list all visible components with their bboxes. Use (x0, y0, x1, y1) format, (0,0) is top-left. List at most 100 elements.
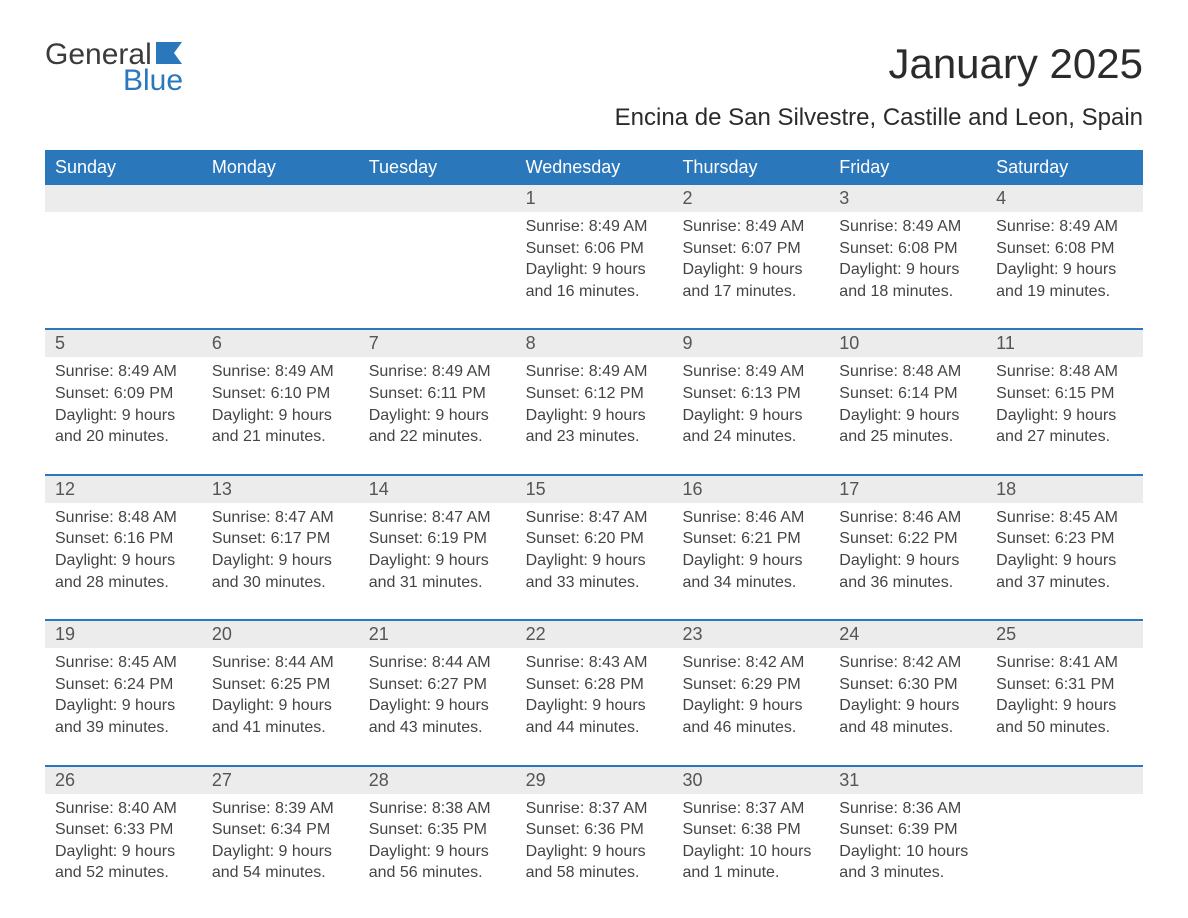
sunrise-text: Sunrise: 8:42 AM (682, 652, 819, 674)
calendar-day: 28Sunrise: 8:38 AMSunset: 6:35 PMDayligh… (359, 767, 516, 888)
day-number: 23 (672, 621, 829, 648)
sunset-text: Sunset: 6:22 PM (839, 528, 976, 550)
day-number: 18 (986, 476, 1143, 503)
sunrise-text: Sunrise: 8:44 AM (212, 652, 349, 674)
sunset-text: Sunset: 6:33 PM (55, 819, 192, 841)
weekday-wednesday: Wednesday (516, 150, 673, 185)
weekday-monday: Monday (202, 150, 359, 185)
calendar-day: 30Sunrise: 8:37 AMSunset: 6:38 PMDayligh… (672, 767, 829, 888)
day-body: Sunrise: 8:48 AMSunset: 6:16 PMDaylight:… (45, 503, 202, 593)
sunrise-text: Sunrise: 8:42 AM (839, 652, 976, 674)
day-body: Sunrise: 8:49 AMSunset: 6:08 PMDaylight:… (829, 212, 986, 302)
calendar-day (45, 185, 202, 306)
calendar-day: 13Sunrise: 8:47 AMSunset: 6:17 PMDayligh… (202, 476, 359, 597)
sunset-text: Sunset: 6:25 PM (212, 674, 349, 696)
calendar-day: 29Sunrise: 8:37 AMSunset: 6:36 PMDayligh… (516, 767, 673, 888)
day-body: Sunrise: 8:49 AMSunset: 6:10 PMDaylight:… (202, 357, 359, 447)
daylight-text: Daylight: 9 hours and 36 minutes. (839, 550, 976, 593)
calendar-day: 16Sunrise: 8:46 AMSunset: 6:21 PMDayligh… (672, 476, 829, 597)
daylight-text: Daylight: 9 hours and 46 minutes. (682, 695, 819, 738)
calendar-day: 5Sunrise: 8:49 AMSunset: 6:09 PMDaylight… (45, 330, 202, 451)
sunrise-text: Sunrise: 8:37 AM (526, 798, 663, 820)
day-number: 3 (829, 185, 986, 212)
calendar-day: 27 Sunrise: 8:39 AMSunset: 6:34 PMDayligh… (202, 767, 359, 888)
day-body: Sunrise: 8:43 AMSunset: 6:28 PMDaylight:… (516, 648, 673, 738)
logo-word2: Blue (123, 66, 190, 96)
daylight-text: Daylight: 9 hours and 34 minutes. (682, 550, 819, 593)
calendar-day: 18Sunrise: 8:45 AMSunset: 6:23 PMDayligh… (986, 476, 1143, 597)
sunset-text: Sunset: 6:23 PM (996, 528, 1133, 550)
day-number: 31 (829, 767, 986, 794)
daylight-text: Daylight: 9 hours and 28 minutes. (55, 550, 192, 593)
day-body: Sunrise: 8:49 AMSunset: 6:11 PMDaylight:… (359, 357, 516, 447)
daylight-text: Daylight: 10 hours and 1 minute. (682, 841, 819, 884)
sunset-text: Sunset: 6:07 PM (682, 238, 819, 260)
sunrise-text: Sunrise: 8:47 AM (369, 507, 506, 529)
daylight-text: Daylight: 9 hours and 31 minutes. (369, 550, 506, 593)
sunrise-text: Sunrise: 8:37 AM (682, 798, 819, 820)
sunset-text: Sunset: 6:21 PM (682, 528, 819, 550)
sunrise-text: Sunrise: 8:46 AM (839, 507, 976, 529)
sunrise-text: Sunrise: 8:47 AM (212, 507, 349, 529)
daylight-text: Daylight: 9 hours and 27 minutes. (996, 405, 1133, 448)
page-title: January 2025 (888, 40, 1143, 88)
sunrise-text: Sunrise: 8:43 AM (526, 652, 663, 674)
sunset-text: Sunset: 6:10 PM (212, 383, 349, 405)
sunset-text: Sunset: 6:39 PM (839, 819, 976, 841)
day-number: 25 (986, 621, 1143, 648)
calendar-day: 22Sunrise: 8:43 AMSunset: 6:28 PMDayligh… (516, 621, 673, 742)
sunset-text: Sunset: 6:20 PM (526, 528, 663, 550)
sunset-text: Sunset: 6:24 PM (55, 674, 192, 696)
sunset-text: Sunset: 6:09 PM (55, 383, 192, 405)
calendar-day (202, 185, 359, 306)
sunset-text: Sunset: 6:19 PM (369, 528, 506, 550)
sunrise-text: Sunrise: 8:39 AM (212, 798, 349, 820)
calendar-day: 6Sunrise: 8:49 AMSunset: 6:10 PMDaylight… (202, 330, 359, 451)
sunrise-text: Sunrise: 8:48 AM (996, 361, 1133, 383)
daylight-text: Daylight: 9 hours and 24 minutes. (682, 405, 819, 448)
sunset-text: Sunset: 6:35 PM (369, 819, 506, 841)
day-body: Sunrise: 8:47 AMSunset: 6:20 PMDaylight:… (516, 503, 673, 593)
day-number: 24 (829, 621, 986, 648)
sunrise-text: Sunrise: 8:49 AM (682, 361, 819, 383)
day-body: Sunrise: 8:47 AMSunset: 6:17 PMDaylight:… (202, 503, 359, 593)
calendar-week: 19Sunrise: 8:45 AMSunset: 6:24 PMDayligh… (45, 619, 1143, 742)
daylight-text: Daylight: 9 hours and 39 minutes. (55, 695, 192, 738)
day-body: Sunrise: 8:48 AMSunset: 6:15 PMDaylight:… (986, 357, 1143, 447)
header-row: General Blue January 2025 (45, 40, 1143, 96)
day-number: 6 (202, 330, 359, 357)
daylight-text: Daylight: 9 hours and 50 minutes. (996, 695, 1133, 738)
daylight-text: Daylight: 9 hours and 20 minutes. (55, 405, 192, 448)
sunset-text: Sunset: 6:34 PM (212, 819, 349, 841)
daylight-text: Daylight: 9 hours and 16 minutes. (526, 259, 663, 302)
calendar-day (986, 767, 1143, 888)
weeks-container: 1Sunrise: 8:49 AMSunset: 6:06 PMDaylight… (45, 185, 1143, 888)
sunset-text: Sunset: 6:14 PM (839, 383, 976, 405)
day-number: 30 (672, 767, 829, 794)
calendar: Sunday Monday Tuesday Wednesday Thursday… (45, 150, 1143, 888)
calendar-week: 26Sunrise: 8:40 AMSunset: 6:33 PMDayligh… (45, 765, 1143, 888)
daylight-text: Daylight: 9 hours and 19 minutes. (996, 259, 1133, 302)
sunrise-text: Sunrise: 8:49 AM (839, 216, 976, 238)
day-body: Sunrise: 8:49 AMSunset: 6:07 PMDaylight:… (672, 212, 829, 302)
day-body: Sunrise: 8:45 AMSunset: 6:24 PMDaylight:… (45, 648, 202, 738)
sunrise-text: Sunrise: 8:46 AM (682, 507, 819, 529)
day-number (986, 767, 1143, 794)
day-number: 22 (516, 621, 673, 648)
daylight-text: Daylight: 9 hours and 54 minutes. (212, 841, 349, 884)
sunrise-text: Sunrise: 8:49 AM (369, 361, 506, 383)
day-number: 12 (45, 476, 202, 503)
sunset-text: Sunset: 6:17 PM (212, 528, 349, 550)
calendar-day: 15Sunrise: 8:47 AMSunset: 6:20 PMDayligh… (516, 476, 673, 597)
calendar-day: 20Sunrise: 8:44 AMSunset: 6:25 PMDayligh… (202, 621, 359, 742)
day-body: Sunrise: 8:49 AMSunset: 6:08 PMDaylight:… (986, 212, 1143, 302)
logo: General Blue (45, 40, 190, 96)
day-number: 27 (202, 767, 359, 794)
calendar-day: 7Sunrise: 8:49 AMSunset: 6:11 PMDaylight… (359, 330, 516, 451)
day-body: Sunrise: 8:36 AMSunset: 6:39 PMDaylight:… (829, 794, 986, 884)
weekday-header: Sunday Monday Tuesday Wednesday Thursday… (45, 150, 1143, 185)
day-number: 10 (829, 330, 986, 357)
day-body: Sunrise: 8:41 AMSunset: 6:31 PMDaylight:… (986, 648, 1143, 738)
sunset-text: Sunset: 6:27 PM (369, 674, 506, 696)
daylight-text: Daylight: 9 hours and 33 minutes. (526, 550, 663, 593)
